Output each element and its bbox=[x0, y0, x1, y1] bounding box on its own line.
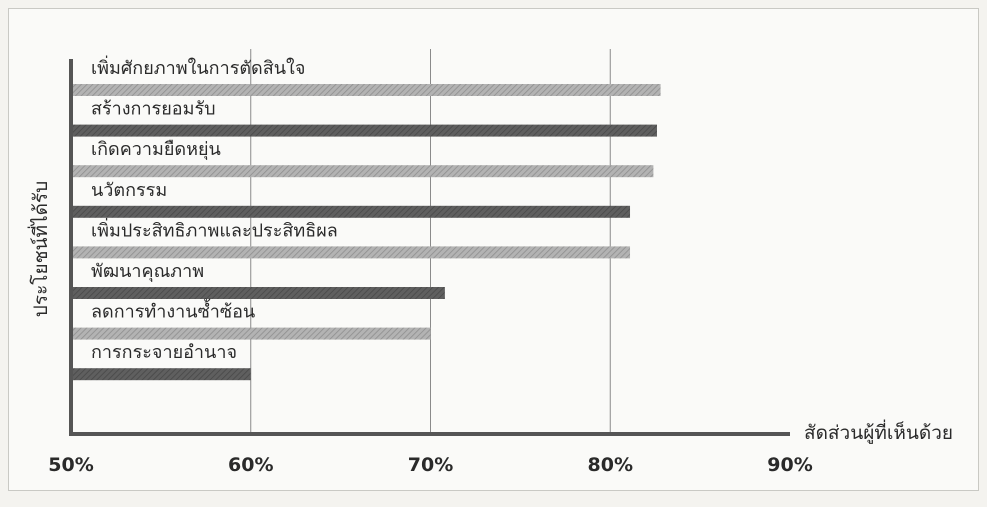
bars bbox=[71, 84, 661, 381]
x-tick-label-60: 60% bbox=[228, 454, 273, 476]
y-axis-title: ประโยชน์ที่ได้รับ bbox=[27, 181, 52, 317]
x-tick-label-90: 90% bbox=[767, 454, 812, 476]
bar-3 bbox=[71, 165, 654, 178]
bar-8 bbox=[71, 368, 251, 381]
x-tick-label-70: 70% bbox=[408, 454, 453, 476]
bar-2 bbox=[71, 124, 657, 137]
category-label-2: สร้างการยอมรับ bbox=[91, 99, 216, 120]
x-tick-label-80: 80% bbox=[588, 454, 633, 476]
bar-1 bbox=[71, 84, 661, 96]
benefits-bar-chart: เพิ่มศักยภาพในการตัดสินใจสร้างการยอมรับเ… bbox=[27, 49, 953, 476]
bar-5 bbox=[71, 246, 631, 259]
bar-6 bbox=[71, 287, 445, 299]
x-tick-labels: 50% 60% 70% 80% 90% bbox=[48, 454, 812, 476]
category-label-5: เพิ่มประสิทธิภาพและประสิทธิผล bbox=[91, 217, 338, 241]
gridlines bbox=[250, 49, 611, 434]
bar-7 bbox=[71, 327, 431, 340]
category-label-7: ลดการทำงานซ้ำซ้อน bbox=[91, 299, 255, 323]
chart-figure: เพิ่มศักยภาพในการตัดสินใจสร้างการยอมรับเ… bbox=[8, 8, 979, 491]
category-label-6: พัฒนาคุณภาพ bbox=[91, 261, 204, 282]
category-label-4: นวัตกรรม bbox=[91, 180, 167, 201]
category-label-8: การกระจายอำนาจ bbox=[91, 342, 237, 363]
bar-4 bbox=[71, 205, 631, 218]
x-tick-label-50: 50% bbox=[48, 454, 93, 476]
category-labels: เพิ่มศักยภาพในการตัดสินใจสร้างการยอมรับเ… bbox=[91, 55, 338, 363]
category-label-1: เพิ่มศักยภาพในการตัดสินใจ bbox=[91, 55, 305, 79]
category-label-3: เกิดความยืดหยุ่น bbox=[91, 139, 221, 160]
x-axis-title: สัดส่วนผู้ที่เห็นด้วย bbox=[804, 419, 953, 444]
axes bbox=[69, 59, 790, 436]
